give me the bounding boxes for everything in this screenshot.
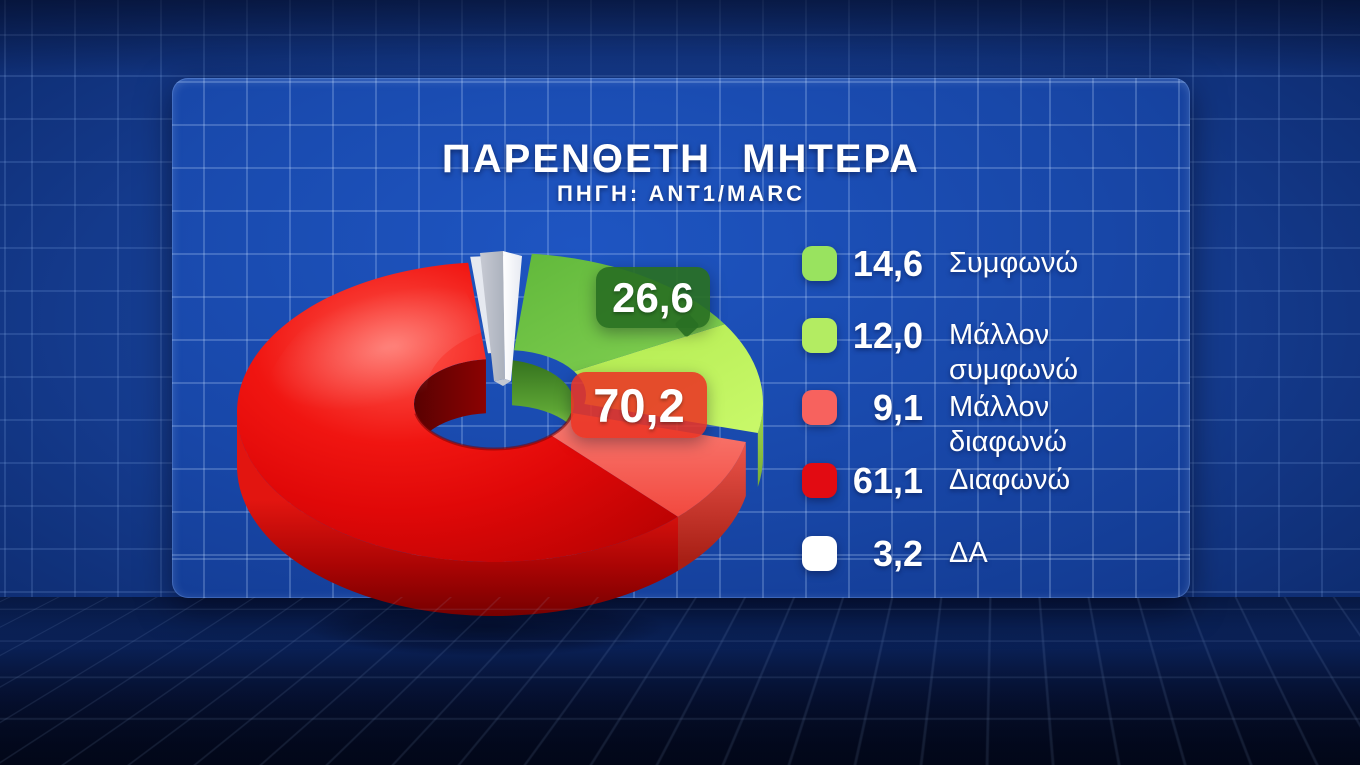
chart-source: ΠΗΓΗ: ΑΝΤ1/MARC <box>172 181 1190 207</box>
legend-item-no-answer: 3,2 ΔΑ <box>802 536 988 572</box>
chart-scene: ΠΑΡΕΝΘΕΤΗ ΜΗΤΕΡΑ ΠΗΓΗ: ΑΝΤ1/MARC <box>0 0 1360 765</box>
chart-title: ΠΑΡΕΝΘΕΤΗ ΜΗΤΕΡΑ <box>172 137 1190 182</box>
legend-value: 12,0 <box>837 318 923 354</box>
legend-item-rather-disagree: 9,1 Μάλλον διαφωνώ <box>802 390 1131 461</box>
legend-swatch <box>802 318 837 353</box>
legend-value: 9,1 <box>837 390 923 426</box>
legend-value: 3,2 <box>837 536 923 572</box>
callout-agree-value: 26,6 <box>612 274 694 322</box>
legend-swatch <box>802 536 837 571</box>
legend-item-agree: 14,6 Συμφωνώ <box>802 246 1078 282</box>
callout-disagree-total: 70,2 <box>571 372 707 438</box>
legend-swatch <box>802 463 837 498</box>
callout-disagree-value: 70,2 <box>593 378 684 433</box>
legend-label: Συμφωνώ <box>949 246 1078 281</box>
broadcast-poll-graphic: ΠΑΡΕΝΘΕΤΗ ΜΗΤΕΡΑ ΠΗΓΗ: ΑΝΤ1/MARC <box>0 0 1360 765</box>
legend-label: Μάλλον συμφωνώ <box>949 318 1131 389</box>
legend-value: 14,6 <box>837 246 923 282</box>
legend-swatch <box>802 246 837 281</box>
legend-item-disagree: 61,1 Διαφωνώ <box>802 463 1070 499</box>
legend-value: 61,1 <box>837 463 923 499</box>
legend-item-rather-agree: 12,0 Μάλλον συμφωνώ <box>802 318 1131 389</box>
callout-agree-total: 26,6 <box>596 267 710 328</box>
legend-label: Μάλλον διαφωνώ <box>949 390 1131 461</box>
legend-swatch <box>802 390 837 425</box>
legend-label: ΔΑ <box>949 536 988 571</box>
legend-label: Διαφωνώ <box>949 463 1070 498</box>
